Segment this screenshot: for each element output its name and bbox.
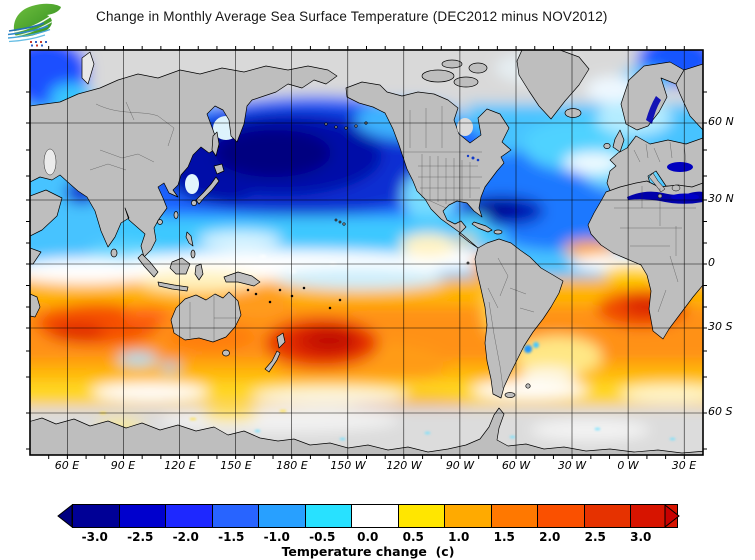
colorbar-tick-label: 2.0 bbox=[539, 530, 561, 544]
colorbar-tick-label: 2.5 bbox=[584, 530, 606, 544]
colorbar-tick-label: -1.5 bbox=[218, 530, 245, 544]
y-axis-label: 0 bbox=[708, 256, 715, 269]
colorbar-right-arrow-icon bbox=[664, 503, 681, 533]
colorbar-segment bbox=[397, 505, 444, 527]
x-axis-label: 60 W bbox=[501, 459, 531, 472]
colorbar-segment bbox=[165, 505, 212, 527]
colorbar-segment bbox=[583, 505, 630, 527]
colorbar-segment bbox=[444, 505, 491, 527]
map-frame bbox=[29, 49, 704, 456]
colorbar bbox=[72, 504, 678, 528]
x-axis-label: 90 E bbox=[110, 459, 136, 472]
agency-logo bbox=[7, 2, 66, 48]
page-title: Change in Monthly Average Sea Surface Te… bbox=[96, 9, 608, 24]
x-axis-label: 120 E bbox=[164, 459, 196, 472]
x-axis-label: 90 W bbox=[445, 459, 475, 472]
colorbar-caption: Temperature change (c) bbox=[281, 544, 455, 559]
x-axis-label: 0 W bbox=[617, 459, 639, 472]
colorbar-tick-label: -1.0 bbox=[263, 530, 290, 544]
y-axis-label: 30 S bbox=[708, 320, 733, 333]
leaf-icon bbox=[13, 3, 62, 37]
colorbar-tick-label: 1.5 bbox=[493, 530, 515, 544]
y-axis-label: 60 S bbox=[708, 405, 733, 418]
colorbar-tick-label: -0.5 bbox=[309, 530, 336, 544]
land-layer bbox=[30, 50, 703, 455]
colorbar-tick-labels: -3.0 -2.5 -2.0 -1.5 -1.0 -0.5 0.0 0.5 1.… bbox=[72, 530, 664, 544]
world-map bbox=[22, 42, 711, 468]
colorbar-segment bbox=[118, 505, 165, 527]
colorbar-segment bbox=[73, 505, 119, 527]
logo-caption-dots bbox=[30, 41, 47, 47]
x-axis-label: 150 W bbox=[330, 459, 366, 472]
colorbar-left-arrow-icon bbox=[56, 503, 73, 533]
wave-icon bbox=[7, 22, 51, 43]
x-axis-label: 30 W bbox=[557, 459, 587, 472]
border-lines bbox=[89, 101, 696, 389]
colorbar-segment bbox=[304, 505, 351, 527]
y-axis-label: 60 N bbox=[708, 115, 734, 128]
colorbar-tick-label: 0.0 bbox=[357, 530, 379, 544]
colorbar-segment bbox=[490, 505, 537, 527]
colorbar-tick-label: -3.0 bbox=[81, 530, 108, 544]
colorbar-tick-label: 0.5 bbox=[402, 530, 424, 544]
grid-lines bbox=[30, 50, 703, 455]
colorbar-segment bbox=[258, 505, 305, 527]
leaf-wave-logo-icon bbox=[7, 3, 62, 47]
colorbar-tick-label: 3.0 bbox=[630, 530, 652, 544]
x-axis-label: 180 E bbox=[276, 459, 308, 472]
colorbar-tick-label: -2.0 bbox=[172, 530, 199, 544]
colorbar-tick-label: 1.0 bbox=[448, 530, 470, 544]
colorbar-segment bbox=[351, 505, 398, 527]
x-axis-label: 60 E bbox=[54, 459, 80, 472]
colorbar-tick-label: -2.5 bbox=[127, 530, 154, 544]
x-axis-label: 150 E bbox=[220, 459, 252, 472]
y-axis-label: 30 N bbox=[708, 192, 734, 205]
x-axis-label: 30 E bbox=[671, 459, 697, 472]
colorbar-segment bbox=[537, 505, 584, 527]
colorbar-segment bbox=[211, 505, 258, 527]
x-axis-label: 120 W bbox=[386, 459, 422, 472]
